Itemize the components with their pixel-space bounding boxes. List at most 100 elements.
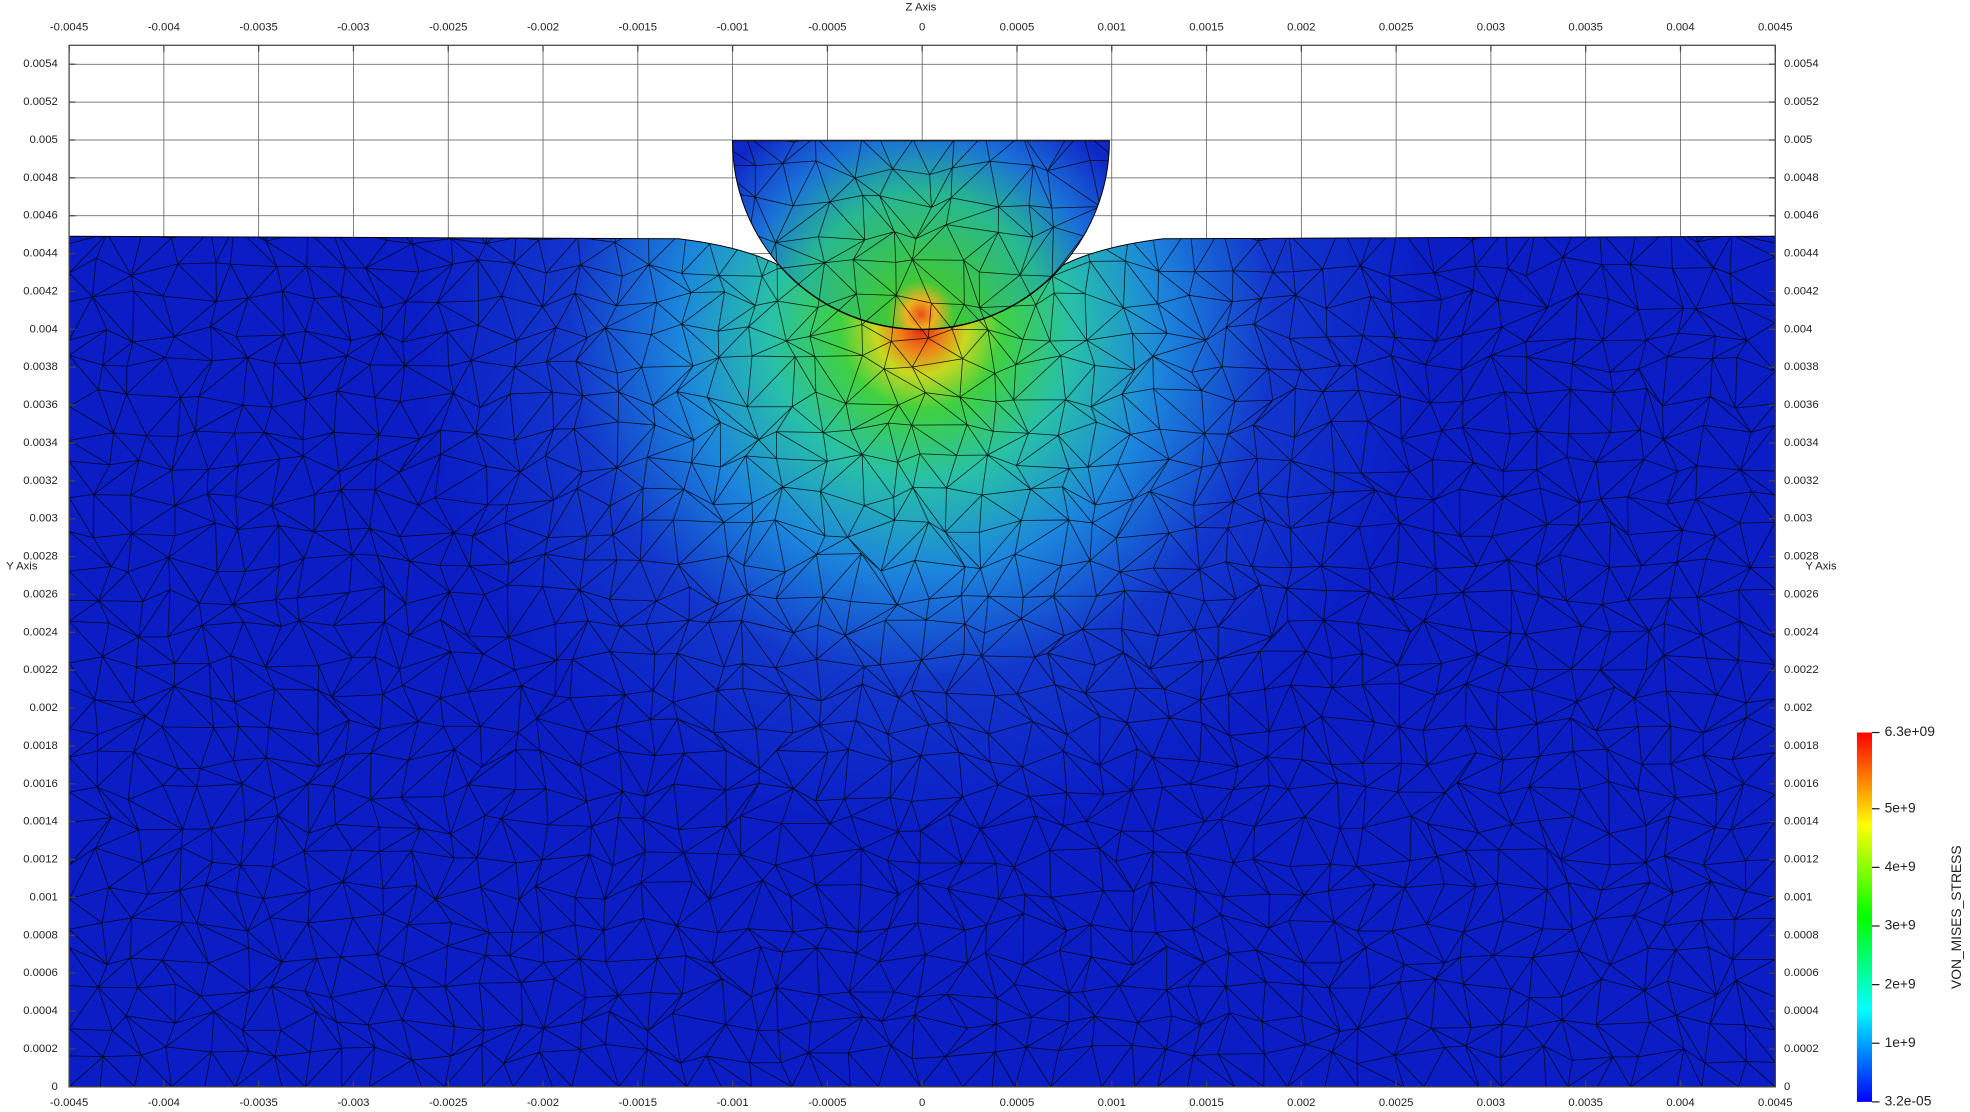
y-tick-label: 0.0034 [23, 437, 58, 449]
y-tick-label: 0.0042 [23, 285, 58, 297]
x-tick-label: 0.0045 [1758, 22, 1793, 34]
colorbar-tick-label: 3.2e-05 [1885, 1093, 1932, 1109]
y-tick-label: 0.0012 [23, 854, 58, 866]
colorbar-tick-label: 6.3e+09 [1885, 723, 1936, 739]
y-tick-label: 0.0042 [1784, 285, 1819, 297]
x-tick-label: -0.001 [717, 1097, 749, 1109]
y-tick-label: 0.001 [30, 891, 58, 903]
x-tick-label: 0.004 [1666, 1097, 1694, 1109]
y-tick-label: 0.0032 [23, 475, 58, 487]
y-tick-label: 0.0016 [1784, 778, 1819, 790]
x-tick-label: 0 [919, 22, 925, 34]
y-tick-label: 0.002 [1784, 702, 1812, 714]
x-tick-label: 0.0045 [1758, 1097, 1793, 1109]
x-tick-label: 0.001 [1098, 22, 1126, 34]
y-tick-label: 0.0006 [23, 967, 58, 979]
y-tick-label: 0.0016 [23, 778, 58, 790]
x-tick-label: 0.0005 [1000, 1097, 1035, 1109]
y-tick-label: 0.0048 [23, 172, 58, 184]
x-tick-label: -0.004 [148, 22, 180, 34]
x-tick-label: 0.003 [1477, 1097, 1505, 1109]
colorbar-tick-label: 1e+9 [1885, 1034, 1916, 1050]
colorbar-tick-label: 3e+9 [1885, 917, 1916, 933]
y-tick-label: 0.0024 [23, 626, 58, 638]
x-tick-label: 0.0015 [1189, 22, 1224, 34]
x-tick-label: -0.0035 [240, 1097, 278, 1109]
y-tick-label: 0.0024 [1784, 626, 1819, 638]
y-tick-label: 0.0054 [1784, 58, 1819, 70]
y-tick-label: 0.0004 [23, 1005, 58, 1017]
x-tick-label: -0.0045 [50, 22, 88, 34]
colorbar-title: VON_MISES_STRESS [1948, 845, 1964, 989]
y-tick-label: 0.0046 [1784, 210, 1819, 222]
y-axis-title: Y Axis [6, 561, 38, 573]
y-tick-label: 0.0036 [23, 399, 58, 411]
x-tick-label: -0.0005 [808, 1097, 846, 1109]
y-tick-label: 0.0052 [1784, 96, 1819, 108]
y-tick-label: 0.0022 [23, 664, 58, 676]
y-tick-label: 0.0036 [1784, 399, 1819, 411]
x-tick-label: -0.0005 [808, 22, 846, 34]
y-tick-label: 0.0048 [1784, 172, 1819, 184]
x-tick-label: -0.004 [148, 1097, 180, 1109]
x-tick-label: 0.0025 [1379, 22, 1414, 34]
colorbar [1856, 732, 1873, 1102]
x-tick-label: -0.0025 [429, 22, 467, 34]
x-tick-label: 0.002 [1287, 1097, 1315, 1109]
y-tick-label: 0.0046 [23, 210, 58, 222]
y-tick-label: 0.0034 [1784, 437, 1819, 449]
x-tick-label: -0.002 [527, 1097, 559, 1109]
colorbar-tick-label: 5e+9 [1885, 799, 1916, 815]
y-tick-label: 0.0028 [23, 551, 58, 563]
y-tick-label: 0.0044 [1784, 248, 1819, 260]
y-tick-label: 0.0032 [1784, 475, 1819, 487]
x-tick-label: 0 [919, 1097, 925, 1109]
y-tick-label: 0.0038 [23, 361, 58, 373]
axes: -0.0045-0.0045-0.004-0.004-0.0035-0.0035… [23, 22, 1935, 1109]
y-tick-label: 0.0014 [23, 816, 58, 828]
x-tick-label: -0.001 [717, 22, 749, 34]
x-tick-label: 0.0005 [1000, 22, 1035, 34]
y-tick-label: 0.0012 [1784, 854, 1819, 866]
x-tick-label: 0.0035 [1568, 22, 1603, 34]
x-tick-label: 0.002 [1287, 22, 1315, 34]
colorbar-tick-label: 4e+9 [1885, 858, 1916, 874]
x-tick-label: -0.0025 [429, 1097, 467, 1109]
y-tick-label: 0.005 [30, 134, 58, 146]
y-tick-label: 0.0014 [1784, 816, 1819, 828]
indenter [731, 140, 1110, 330]
y-tick-label: 0.0002 [23, 1043, 58, 1055]
y-tick-label: 0.0038 [1784, 361, 1819, 373]
y-tick-label: 0.0052 [23, 96, 58, 108]
y-tick-label: 0.0018 [23, 740, 58, 752]
x-tick-label: -0.003 [337, 1097, 369, 1109]
y-tick-label: 0.0022 [1784, 664, 1819, 676]
x-tick-label: -0.0045 [50, 1097, 88, 1109]
y-tick-label: 0 [51, 1081, 57, 1093]
x-axis-title: Z Axis [906, 2, 937, 14]
y-tick-label: 0.004 [30, 323, 58, 335]
y-tick-label: 0.0028 [1784, 551, 1819, 563]
y-tick-label: 0.0004 [1784, 1005, 1819, 1017]
y-tick-label: 0.0044 [23, 248, 58, 260]
x-tick-label: 0.001 [1098, 1097, 1126, 1109]
y-tick-label: 0.005 [1784, 134, 1812, 146]
y-tick-label: 0.0008 [23, 929, 58, 941]
y-tick-label: 0.004 [1784, 323, 1812, 335]
x-tick-label: -0.003 [337, 22, 369, 34]
y-tick-label: 0.0026 [23, 588, 58, 600]
x-tick-label: -0.0015 [619, 1097, 657, 1109]
x-tick-label: 0.0035 [1568, 1097, 1603, 1109]
y-tick-label: 0.002 [30, 702, 58, 714]
y-tick-label: 0.0054 [23, 58, 58, 70]
x-tick-label: 0.004 [1666, 22, 1694, 34]
colorbar-tick-label: 2e+9 [1885, 975, 1916, 991]
y-tick-label: 0.001 [1784, 891, 1812, 903]
y-tick-label: 0.0008 [1784, 929, 1819, 941]
x-tick-label: -0.0035 [240, 22, 278, 34]
y-tick-label: 0.0002 [1784, 1043, 1819, 1055]
y-tick-label: 0.003 [1784, 513, 1812, 525]
y-axis-title-right: Y Axis [1805, 561, 1837, 573]
x-tick-label: 0.003 [1477, 22, 1505, 34]
